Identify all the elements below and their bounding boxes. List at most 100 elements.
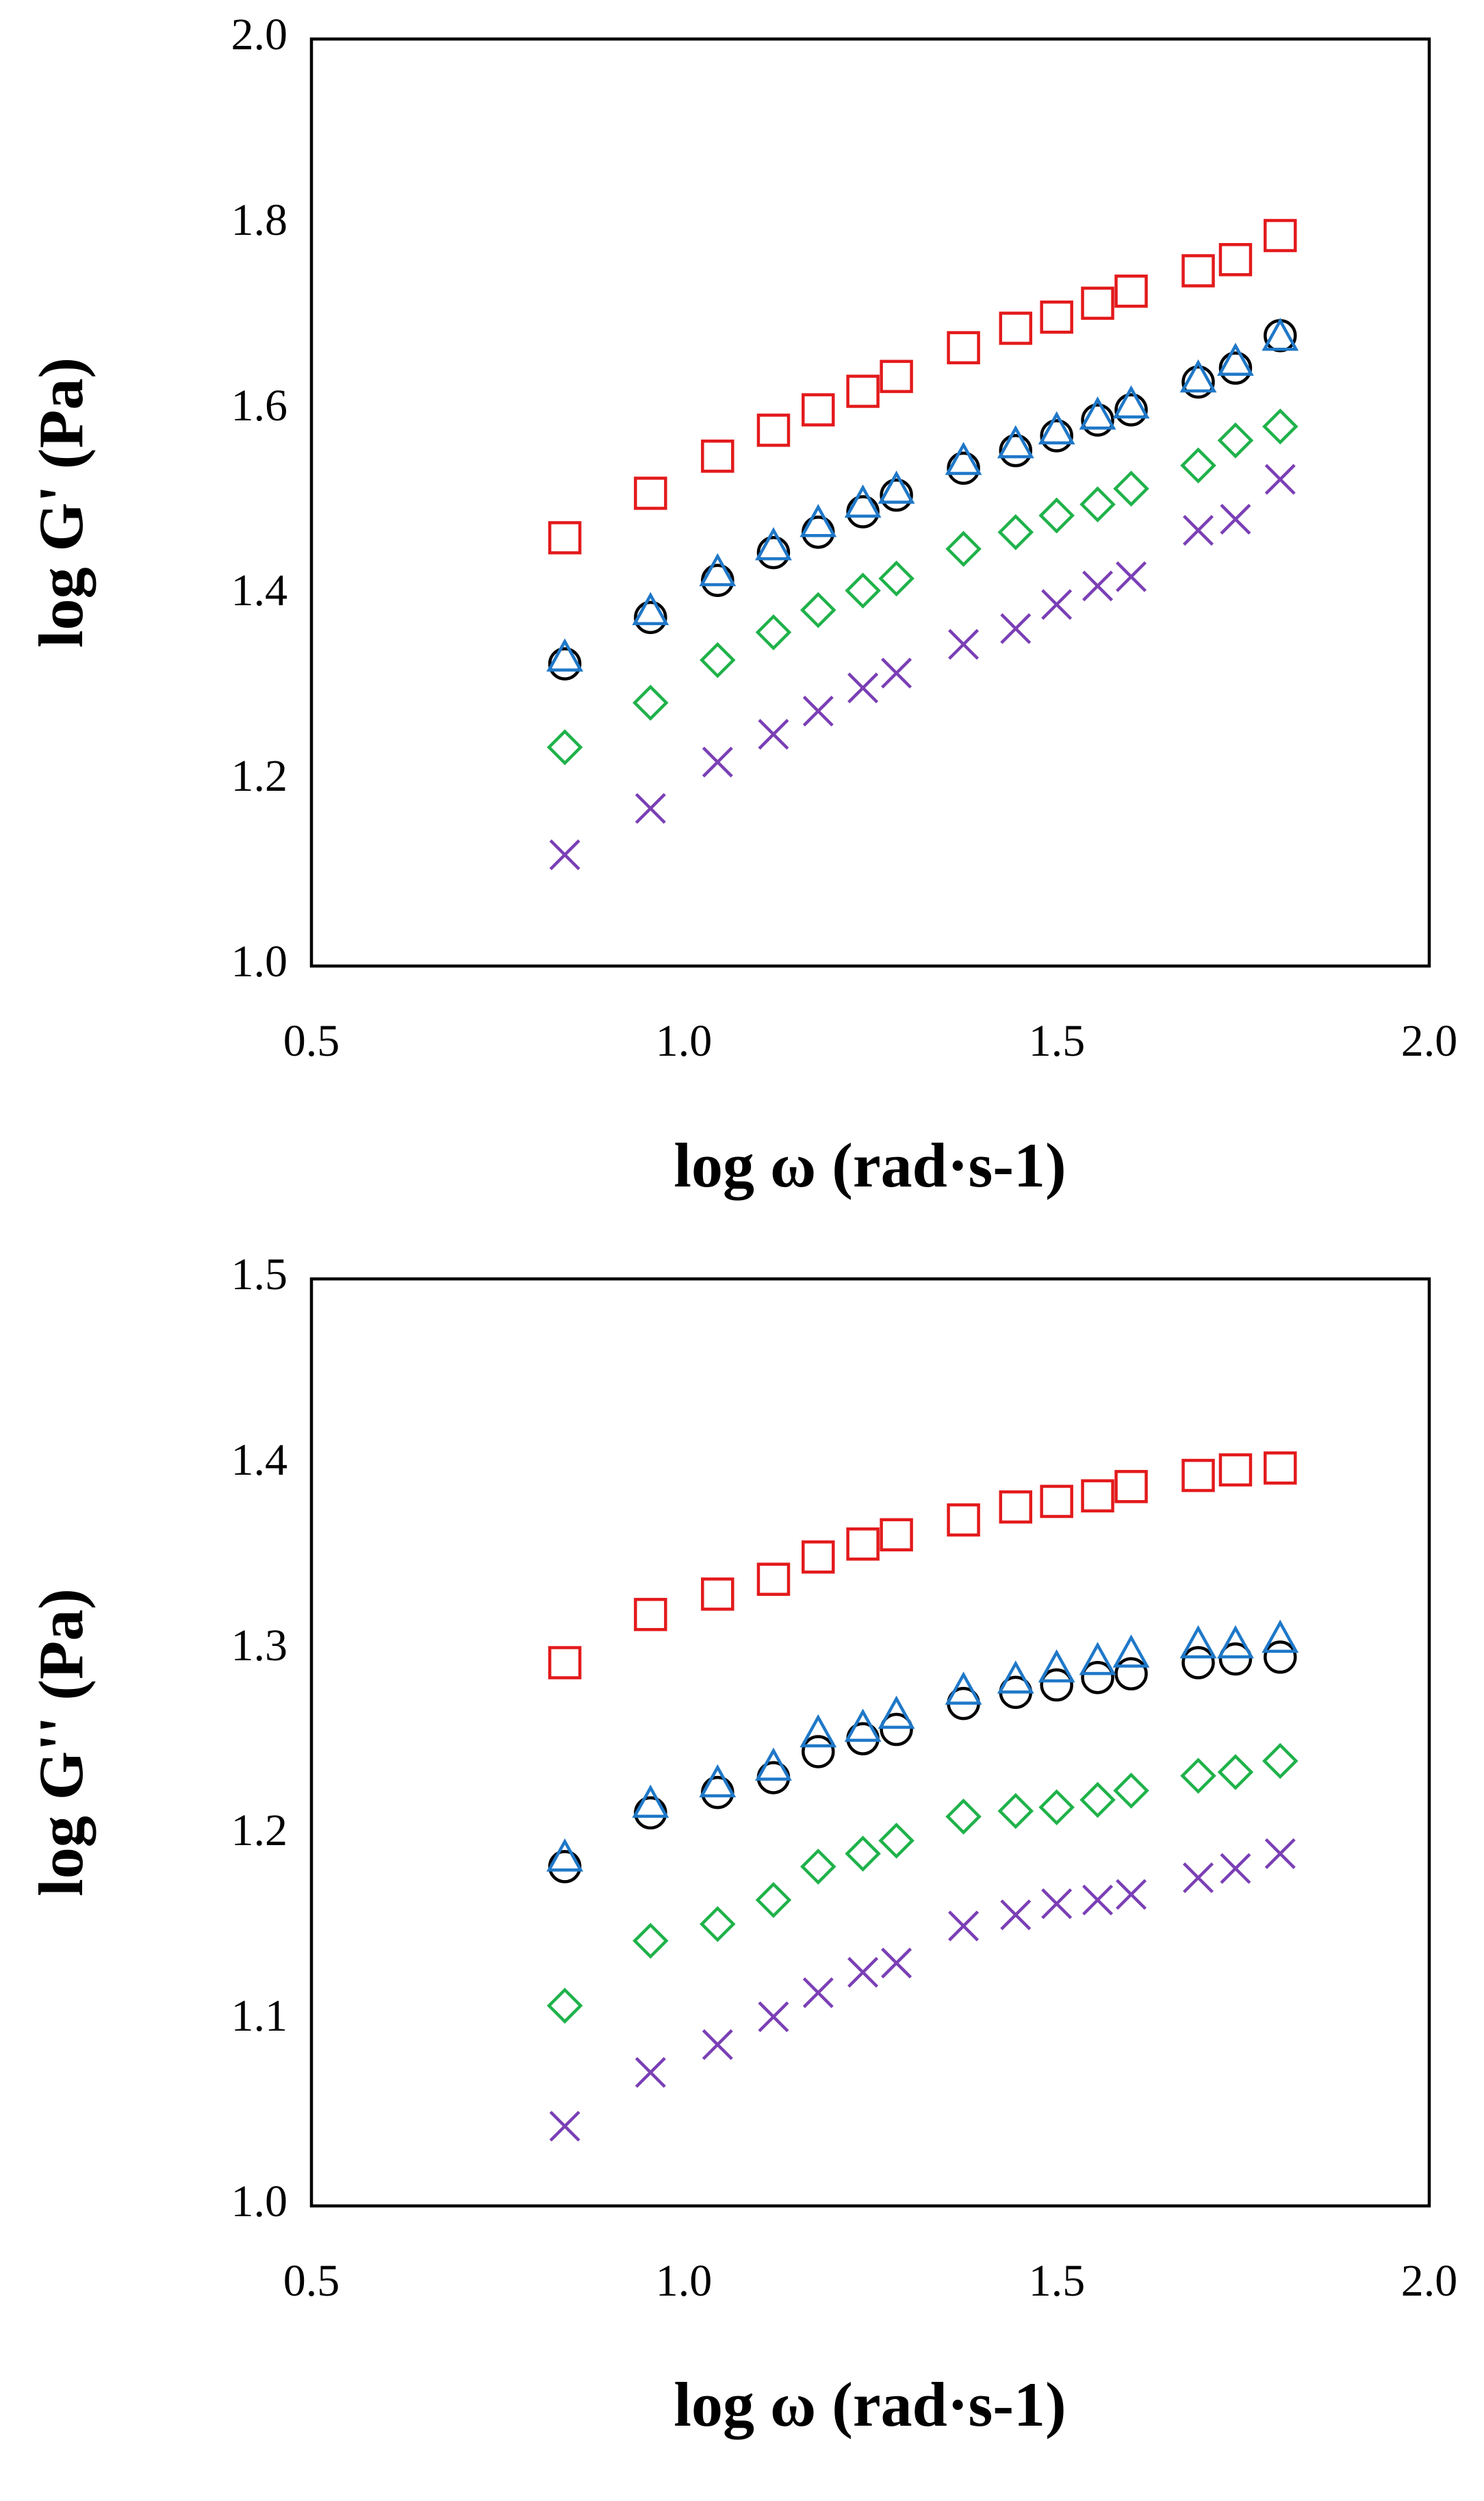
diamond-marker <box>1113 470 1149 507</box>
x-tick-label: 0.5 <box>283 1016 340 1066</box>
cross-marker <box>758 719 789 750</box>
circle-marker <box>701 563 734 597</box>
x-axis-title: log ω (rad·s-1) <box>674 2370 1066 2439</box>
cross-marker <box>549 2111 580 2142</box>
circle-marker <box>548 1850 582 1883</box>
cross-marker <box>1082 1884 1114 1916</box>
diamond-marker <box>755 1881 792 1918</box>
circle-marker <box>1114 1657 1148 1691</box>
cross-marker <box>635 2057 666 2088</box>
y-tick-label: 1.0 <box>231 937 288 987</box>
square-marker <box>1264 218 1297 253</box>
y-tick-label: 1.4 <box>231 566 288 615</box>
circle-marker <box>634 1796 667 1830</box>
x-tick-label: 1.0 <box>656 2256 713 2306</box>
triangle-marker <box>1038 411 1075 445</box>
cross-marker <box>549 839 580 871</box>
circle-marker <box>1040 419 1073 453</box>
square-marker <box>701 1577 734 1611</box>
diamond-marker <box>700 642 736 678</box>
circle-marker <box>802 516 835 549</box>
diamond-marker <box>878 560 914 597</box>
cross-marker <box>1000 613 1032 644</box>
circle-marker <box>802 1735 835 1768</box>
triangle-marker <box>632 1784 669 1818</box>
circle-marker <box>947 451 980 485</box>
y-tick-label: 2.0 <box>231 10 288 60</box>
circle-marker <box>1218 351 1253 385</box>
y-tick-label: 1.4 <box>231 1435 288 1485</box>
circle-marker <box>701 1775 734 1810</box>
y-tick-label: 1.6 <box>231 381 288 431</box>
cross-marker <box>635 793 666 824</box>
triangle-marker <box>878 1695 915 1729</box>
circle-marker <box>1081 403 1114 437</box>
y-tick-label: 1.2 <box>231 1805 288 1855</box>
square-marker <box>634 477 667 510</box>
triangle-marker <box>1038 1649 1075 1683</box>
diamond-marker <box>845 572 881 609</box>
cross-marker <box>881 1947 912 1979</box>
square-marker <box>1218 1453 1253 1487</box>
x-tick-label: 2.0 <box>1401 2256 1458 2306</box>
diamond-marker <box>1079 1781 1116 1818</box>
diamond-marker <box>1217 422 1254 459</box>
square-marker <box>846 374 880 408</box>
square-marker <box>756 414 791 447</box>
diamond-marker <box>1180 1757 1216 1794</box>
plot-frame <box>309 37 1431 968</box>
y-tick-label: 1.3 <box>231 1621 288 1671</box>
loss-modulus-chart: 1.0 1.1 1.2 1.3 1.4 1.5 0.5 1.0 1.5 2.0 … <box>26 1249 1457 2439</box>
y-tick-label: 1.8 <box>231 195 288 245</box>
y-axis-title: log G' (Pa) <box>26 357 96 648</box>
diamond-marker <box>800 592 836 629</box>
triangle-marker <box>844 1708 882 1742</box>
square-marker <box>802 1540 835 1574</box>
x-tick-labels: 0.5 1.0 1.5 2.0 <box>283 2256 1458 2306</box>
data-points <box>546 218 1299 871</box>
y-tick-label: 1.1 <box>231 1991 288 2041</box>
square-marker <box>802 393 835 427</box>
diamond-marker <box>755 614 792 650</box>
cross-marker <box>802 696 834 727</box>
diamond-marker <box>997 514 1034 550</box>
square-marker <box>880 1518 913 1551</box>
circle-marker <box>999 433 1033 468</box>
square-marker <box>548 521 582 555</box>
square-marker <box>947 331 980 365</box>
circle-marker <box>1181 1646 1215 1679</box>
square-marker <box>701 440 734 473</box>
square-marker <box>756 1562 791 1596</box>
circle-marker <box>1181 365 1215 399</box>
square-marker <box>1218 243 1253 277</box>
cross-marker <box>802 1977 834 2009</box>
circle-marker <box>880 478 913 512</box>
square-marker <box>999 312 1033 345</box>
plot-frame <box>309 1277 1431 2208</box>
square-marker <box>1181 1458 1215 1493</box>
triangle-marker <box>1179 359 1217 393</box>
circle-marker <box>756 535 791 570</box>
triangle-marker <box>799 1714 837 1748</box>
circle-marker <box>1114 393 1148 427</box>
y-tick-label: 1.0 <box>231 2176 288 2226</box>
circle-marker <box>880 1712 913 1747</box>
y-axis-title: log G'' (Pa) <box>26 1588 96 1896</box>
cross-marker <box>847 672 879 704</box>
x-tick-label: 1.0 <box>656 1016 713 1066</box>
cross-marker <box>1264 1838 1296 1869</box>
triangle-marker <box>1217 1625 1254 1659</box>
diamond-marker <box>878 1823 914 1859</box>
diamond-marker <box>700 1906 736 1942</box>
circle-marker <box>1264 1640 1297 1674</box>
diamond-marker <box>800 1849 836 1885</box>
y-tick-labels: 1.0 1.2 1.4 1.6 1.8 2.0 <box>231 10 288 987</box>
triangle-marker <box>799 504 837 537</box>
diamond-marker <box>546 729 583 765</box>
cross-marker <box>1183 515 1214 546</box>
cross-marker <box>847 1957 879 1988</box>
triangle-marker <box>632 592 669 626</box>
cross-marker <box>1082 570 1114 602</box>
square-marker <box>1081 286 1114 320</box>
